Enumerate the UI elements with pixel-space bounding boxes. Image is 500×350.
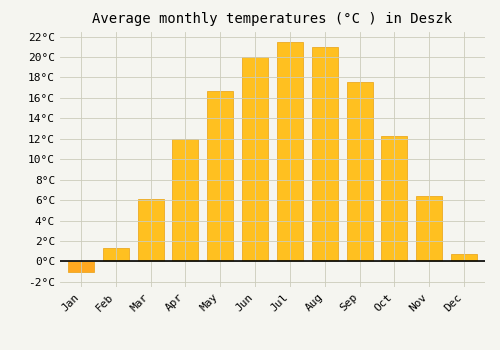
Bar xyxy=(138,199,164,261)
Bar xyxy=(207,91,234,261)
Bar xyxy=(102,248,129,261)
Bar xyxy=(172,139,199,261)
Bar xyxy=(277,42,303,261)
Bar xyxy=(242,57,268,261)
Bar xyxy=(451,254,477,261)
Bar xyxy=(68,261,94,272)
Bar xyxy=(346,82,372,261)
Bar xyxy=(416,196,442,261)
Bar xyxy=(312,47,338,261)
Title: Average monthly temperatures (°C ) in Deszk: Average monthly temperatures (°C ) in De… xyxy=(92,12,452,26)
Bar xyxy=(382,136,407,261)
